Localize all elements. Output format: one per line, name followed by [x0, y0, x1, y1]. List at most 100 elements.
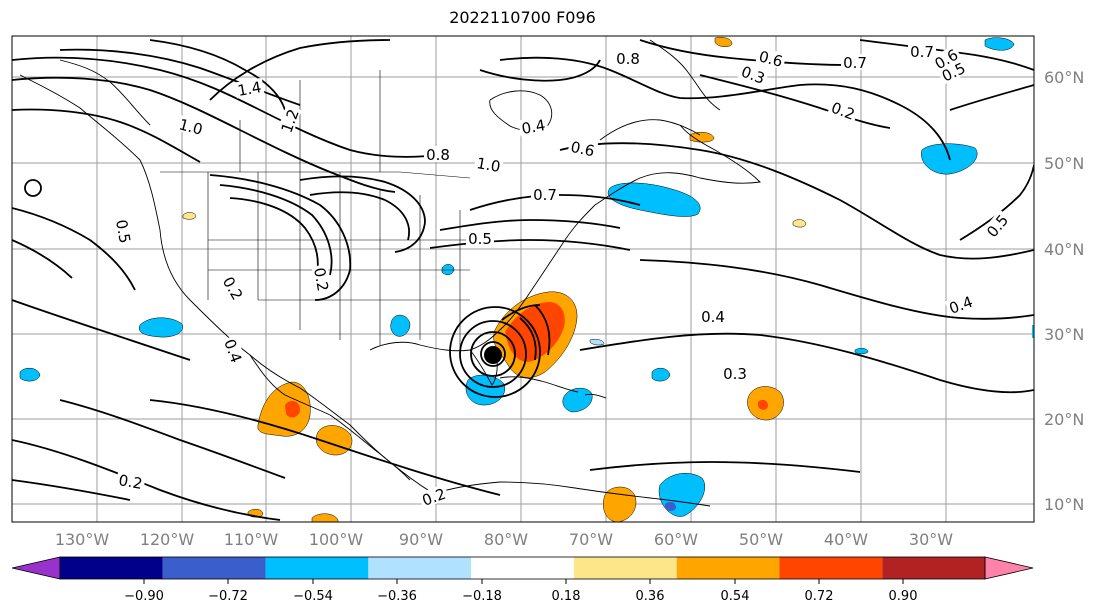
contour-label-bg: [531, 186, 559, 202]
longitude-tick-label: 80°W: [484, 530, 528, 549]
positive-anomaly-core: [285, 400, 300, 418]
colorbar-tick-label: 0.18: [552, 589, 581, 604]
contour-label: 1.4: [236, 78, 263, 100]
contour-label-bg: [113, 216, 135, 247]
latitude-tick-label: 30°N: [1044, 325, 1084, 344]
positive-anomaly-region: [689, 131, 715, 143]
colorbar-segment: [779, 557, 883, 579]
contour-label-bg: [276, 104, 302, 137]
longitude-tick-label: 70°W: [569, 530, 613, 549]
negative-anomaly-region: [607, 182, 701, 217]
colorbar-segment: [471, 557, 574, 579]
longitude-axis: 130°W 120°W 110°W 100°W 90°W 80°W 70°W 60°W 50°W…: [55, 530, 953, 549]
contour-label-bg: [175, 114, 207, 138]
map-title: 2022110700 F096: [449, 8, 596, 27]
negative-anomaly-region: [984, 37, 1015, 51]
colorbar-segment: [573, 557, 677, 579]
longitude-tick-label: 30°W: [909, 530, 953, 549]
contour-label: 1.0: [177, 115, 205, 139]
map-area: [12, 36, 1034, 522]
negative-anomaly-region: [390, 314, 411, 337]
contour-label: 0.6: [757, 47, 785, 71]
contour-label-bg: [721, 365, 749, 381]
longitude-tick-label: 130°W: [55, 530, 110, 549]
contour-label: 0.7: [910, 43, 934, 61]
contour-label: 1.0: [475, 154, 502, 176]
colorbar-segment: [60, 557, 163, 579]
positive-anomaly-region: [714, 37, 733, 47]
contour-label: 0.3: [723, 365, 747, 383]
colorbar-segment: [265, 557, 369, 579]
longitude-tick-label: 40°W: [824, 530, 868, 549]
map-frame: [11, 35, 1035, 523]
positive-anomaly-region: [182, 212, 197, 220]
colorbar-segment: [162, 557, 266, 579]
longitude-tick-label: 90°W: [399, 530, 443, 549]
latitude-tick-label: 20°N: [1044, 410, 1084, 429]
storm-center-marker: [484, 346, 502, 364]
negative-anomaly-region: [854, 348, 869, 355]
contour-label-bg: [115, 470, 146, 492]
positive-anomaly-region: [602, 486, 637, 522]
colorbar-segment: [882, 557, 985, 579]
colorbar: −0.90 −0.72 −0.54 −0.36 −0.18 0.18 0.36 0.54 0.7…: [11, 556, 1034, 604]
contour-label: 0.5: [112, 218, 134, 245]
contour-label-bg: [937, 58, 970, 85]
contour-label: 0.4: [520, 116, 547, 138]
latitude-tick-label: 60°N: [1044, 68, 1084, 87]
longitude-tick-label: 120°W: [140, 530, 195, 549]
negative-anomaly-region: [441, 264, 455, 275]
latitude-tick-label: 50°N: [1044, 154, 1084, 173]
contour-label-bg: [614, 50, 642, 66]
negative-anomaly-region: [19, 367, 41, 382]
longitude-tick-label: 100°W: [309, 530, 364, 549]
negative-anomaly-region: [138, 317, 184, 338]
colorbar-tick-label: 0.36: [636, 589, 665, 604]
colorbar-segment: [368, 557, 472, 579]
colorbar-tick-label: −0.90: [124, 589, 164, 604]
contour-label: 0.2: [310, 266, 332, 293]
contour-label: 0.2: [117, 471, 144, 493]
colorbar-tick-label: −0.72: [208, 589, 248, 604]
colorbar-extend-min: [11, 556, 61, 580]
contour-label: 0.5: [468, 230, 492, 248]
contour-label-bg: [518, 115, 549, 137]
contour-label-bg: [234, 77, 265, 99]
positive-anomaly-core: [758, 399, 768, 410]
latitude-tick-label: 10°N: [1044, 495, 1084, 514]
contour-label-bg: [219, 271, 248, 305]
coastlines-and-borders: [19, 39, 761, 507]
positive-anomaly-region: [257, 381, 311, 437]
contour-label: 0.7: [843, 54, 867, 72]
colorbar-segment: [676, 557, 780, 579]
contour-label: 0.4: [701, 308, 725, 326]
contour-label: 0.8: [426, 146, 450, 164]
negative-anomaly-core: [665, 501, 676, 511]
colorbar-tick-label: −0.18: [462, 589, 502, 604]
contour-label-bg: [908, 43, 936, 59]
colorbar-tick-label: −0.36: [377, 589, 417, 604]
contour-label-layer: 1.41.21.00.8 1.00.40.60.70.50.8 0.6 0.7 0.60…: [112, 43, 1012, 510]
colorbar-tick-label: −0.54: [293, 589, 333, 604]
colorbar-tick-label: 0.90: [889, 589, 918, 604]
longitude-tick-label: 60°W: [654, 530, 698, 549]
contour-label-bg: [755, 46, 787, 70]
contour-label-bg: [424, 146, 452, 162]
latitude-axis: 60°N 50°N 40°N 30°N 20°N 10°N: [1044, 68, 1084, 514]
positive-anomaly-region: [792, 219, 807, 228]
longitude-tick-label: 110°W: [224, 530, 279, 549]
contour-label-bg: [221, 334, 247, 367]
contour-label-bg: [841, 54, 869, 70]
contour-label-bg: [944, 291, 977, 317]
contour-lines: [12, 39, 1034, 521]
contour-label-bg: [827, 97, 860, 123]
contour-label-bg: [311, 264, 333, 295]
contour-label: 0.6: [569, 138, 596, 161]
contour-label-bg: [567, 137, 599, 159]
colorbar-tick-label: 0.72: [805, 589, 834, 604]
contour-label-bg: [699, 308, 727, 324]
contour-label-bg: [981, 209, 1013, 242]
latitude-tick-label: 40°N: [1044, 240, 1084, 259]
contour-label: 0.8: [616, 50, 640, 68]
contour-label-bg: [473, 153, 504, 175]
